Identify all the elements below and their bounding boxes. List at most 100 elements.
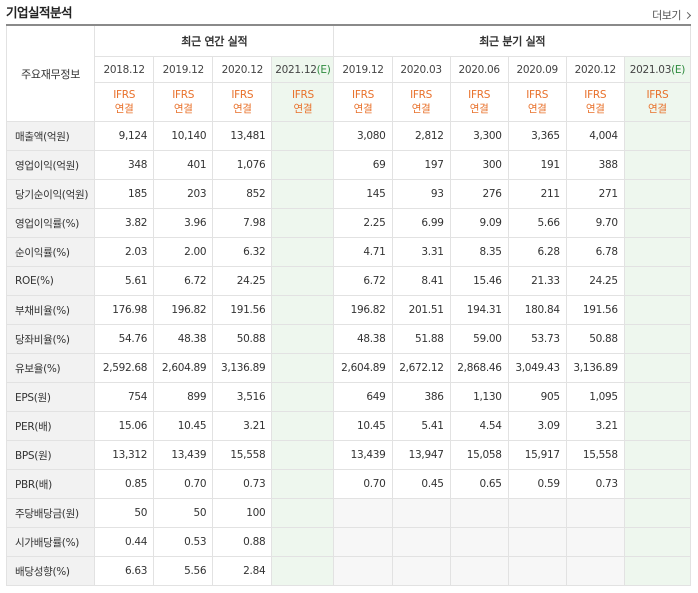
quarter-period: 2020.06 [449,56,509,83]
more-link[interactable]: 더보기 [652,7,692,23]
annual-value: 6.72 [153,266,214,296]
annual-value: 24.25 [212,266,273,296]
accounting-standard: IFRS 연결 [391,82,451,122]
accounting-standard: IFRS 연결 [507,82,567,122]
row-label: 당기순이익(억원) [5,179,96,209]
quarter-value: 6.78 [565,237,625,267]
quarter-value [391,498,451,528]
quarter-value [623,411,692,441]
quarter-value: 8.35 [449,237,509,267]
table-row: 주당배당금(원) 50 50 100 [5,498,692,528]
standard-consolidated: 연결 [173,103,193,115]
quarter-value: 15,558 [565,440,625,470]
annual-value [271,469,335,499]
annual-value: 50 [153,498,214,528]
accounting-standard: IFRS 연결 [449,82,509,122]
quarter-period: 2020.12 [565,56,625,83]
header-row-groups: 주요재무정보 최근 연간 실적 최근 분기 실적 [5,24,691,122]
annual-value [271,179,335,209]
quarter-value [623,121,692,151]
table-row: 영업이익률(%) 3.82 3.96 7.98 2.25 6.99 9.09 5.66 9.70 [5,208,692,238]
quarter-value: 0.59 [507,469,567,499]
standard-ifrs: IFRS [646,89,669,101]
quarter-value [623,237,692,267]
quarter-value: 271 [565,179,625,209]
table-row: 당좌비율(%) 54.76 48.38 50.88 48.38 51.88 59.00 53.… [5,324,692,354]
quarter-value: 388 [565,150,625,180]
standard-ifrs: IFRS [113,89,136,101]
standard-consolidated: 연결 [527,103,547,115]
row-label: 유보율(%) [5,353,96,383]
quarter-value: 4,004 [565,121,625,151]
standard-consolidated: 연결 [411,103,431,115]
annual-value [271,208,335,238]
quarter-value: 1,130 [449,382,509,412]
annual-value: 203 [153,179,214,209]
annual-value [271,527,335,557]
quarter-value [623,353,692,383]
annual-value: 6.63 [94,556,155,586]
annual-value: 7.98 [212,208,273,238]
annual-value [271,411,335,441]
annual-value: 50 [94,498,155,528]
annual-value: 0.53 [153,527,214,557]
standard-consolidated: 연결 [293,103,313,115]
quarter-value [507,527,567,557]
quarter-value [333,556,393,586]
accounting-standard: IFRS 연결 [623,82,692,122]
standard-consolidated: 연결 [232,103,252,115]
quarter-value: 51.88 [391,324,451,354]
standard-consolidated: 연결 [469,103,489,115]
quarter-value [623,324,692,354]
quarter-value [623,179,692,209]
annual-value: 754 [94,382,155,412]
quarter-value: 3.21 [565,411,625,441]
quarter-value [623,469,692,499]
quarter-value: 10.45 [333,411,393,441]
quarter-value: 145 [333,179,393,209]
table-row: 배당성향(%) 6.63 5.56 2.84 [5,556,692,586]
annual-value: 6.32 [212,237,273,267]
section-title: 기업실적분석 [6,5,73,20]
quarter-value: 4.71 [333,237,393,267]
row-label: 영업이익(억원) [5,150,96,180]
annual-value: 13,312 [94,440,155,470]
annual-value [271,498,335,528]
quarter-value: 1,095 [565,382,625,412]
table-row: 당기순이익(억원) 185 203 852 145 93 276 211 271 [5,179,692,209]
quarter-value [623,295,692,325]
quarter-period: 2019.12 [333,56,393,83]
quarter-value: 53.73 [507,324,567,354]
quarter-value: 15,058 [449,440,509,470]
annual-value: 0.85 [94,469,155,499]
quarter-value: 15.46 [449,266,509,296]
quarter-value: 649 [333,382,393,412]
annual-value: 10.45 [153,411,214,441]
quarter-value: 3,365 [507,121,567,151]
quarter-value: 69 [333,150,393,180]
accounting-standard: IFRS 연결 [153,82,214,122]
standard-ifrs: IFRS [291,89,314,101]
quarter-value: 0.70 [333,469,393,499]
quarter-value [333,498,393,528]
table-row: 유보율(%) 2,592.68 2,604.89 3,136.89 2,604.89 2,… [5,353,692,383]
standard-ifrs: IFRS [352,89,374,101]
estimate-mark: (E) [671,63,686,76]
quarter-value [623,208,692,238]
annual-value: 0.73 [212,469,273,499]
quarter-value: 386 [391,382,451,412]
table-row: 순이익률(%) 2.03 2.00 6.32 4.71 3.31 8.35 6.28 6.78 [5,237,692,267]
annual-value [271,295,335,325]
quarter-value: 300 [449,150,509,180]
annual-value: 401 [153,150,214,180]
annual-value: 0.88 [212,527,273,557]
annual-value: 15,558 [212,440,273,470]
quarter-value: 2,672.12 [391,353,451,383]
annual-value: 3.21 [212,411,273,441]
table-row: EPS(원) 754 899 3,516 649 386 1,130 905 1,095 [5,382,692,412]
annual-value: 0.44 [94,527,155,557]
accounting-standard: IFRS 연결 [212,82,273,122]
annual-value: 0.70 [153,469,214,499]
annual-value: 3.82 [94,208,155,238]
annual-value [271,150,335,180]
